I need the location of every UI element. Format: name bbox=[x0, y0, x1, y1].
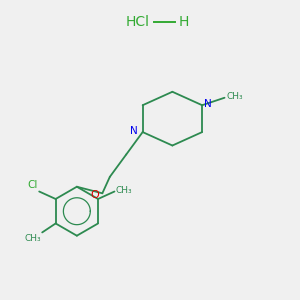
Text: H: H bbox=[178, 15, 189, 28]
Text: N: N bbox=[204, 99, 212, 109]
Text: CH₃: CH₃ bbox=[226, 92, 243, 101]
Text: O: O bbox=[90, 190, 99, 200]
Text: N: N bbox=[130, 126, 137, 136]
Text: Cl: Cl bbox=[27, 180, 38, 190]
Text: HCl: HCl bbox=[126, 15, 150, 28]
Text: CH₃: CH₃ bbox=[24, 234, 41, 243]
Text: CH₃: CH₃ bbox=[116, 186, 133, 195]
